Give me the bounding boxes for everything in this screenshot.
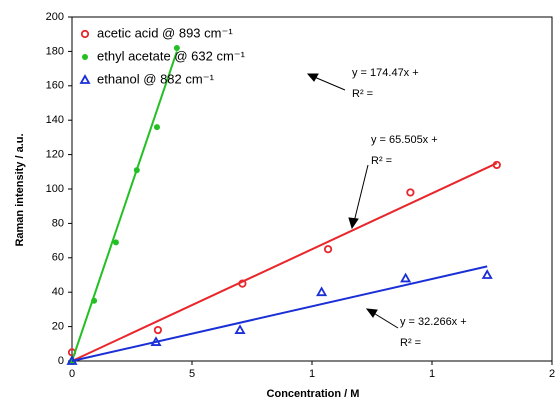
legend-label: ethyl acetate @ 632 cm⁻¹ [97,48,246,63]
y-tick-label: 40 [52,286,64,298]
legend-label: ethanol @ 882 cm⁻¹ [97,71,215,86]
arrow [311,75,346,91]
arrows [306,73,399,329]
fit-line [71,51,178,362]
y-tick-label: 20 [52,321,64,333]
annotation: R² = [400,337,421,349]
legend-label: acetic acid @ 893 cm⁻¹ [97,25,233,40]
data-point [133,167,140,174]
fit-line [71,265,488,362]
x-tick-label: 1 [429,368,435,380]
arrow [371,311,399,329]
data-point [153,124,160,131]
data-point [400,272,412,283]
data-point [173,44,180,51]
legend-marker [79,74,91,84]
y-tick-label: 120 [46,149,64,161]
data-point [323,245,333,254]
arrow-head [365,308,378,318]
arrow-head [348,217,359,230]
data-point [91,297,98,304]
annotation: y = 65.505x + [371,134,438,146]
x-tick-label: 5 [189,368,195,380]
y-axis-label: Raman intensity / a.u. [14,133,26,246]
x-tick-label: 1 [309,368,315,380]
annotation: y = 32.266x + [400,316,467,328]
y-tick-label: 100 [46,183,64,195]
data-point [316,286,328,297]
x-tick-label: 2 [549,368,555,380]
data-point [112,239,119,246]
data-point [66,355,78,365]
x-axis-label: Concentration / M [267,388,360,400]
y-tick-label: 140 [46,114,64,126]
y-tick-label: 180 [46,45,64,57]
legend-marker [80,29,90,39]
y-tick-label: 60 [52,252,64,264]
annotation: R² = [352,88,373,100]
y-tick-label: 160 [46,80,64,92]
annotation: y = 174.47x + [352,67,419,79]
arrow-head [306,73,319,82]
data-point [150,336,162,346]
plot-frame [71,16,553,362]
legend-marker [82,54,88,60]
data-point [234,324,246,334]
y-tick-label: 80 [52,217,64,229]
arrow [353,164,369,223]
annotation: R² = [371,155,392,167]
data-point [153,325,163,335]
x-tick-label: 0 [69,368,75,380]
y-tick-label: 200 [46,11,64,23]
fit-line [71,162,498,362]
data-point [481,269,493,279]
data-point [492,160,501,170]
y-tick-label: 0 [58,355,64,367]
data-point [238,279,247,288]
data-point [406,188,415,197]
